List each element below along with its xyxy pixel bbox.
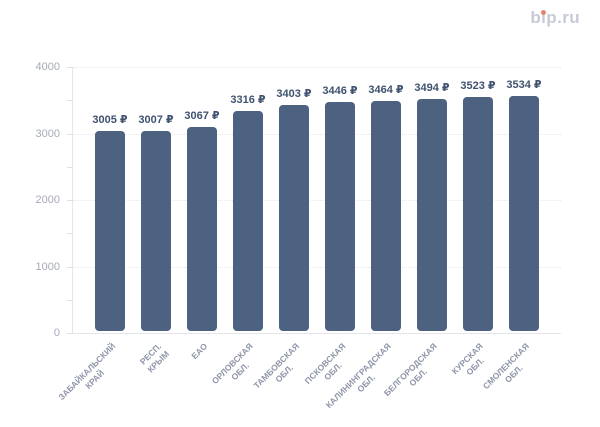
x-axis-label: РЕСП. КРЫМ xyxy=(137,341,171,375)
bar-value-label: 3316 ₽ xyxy=(230,93,266,106)
bar[interactable]: 3446 ₽ xyxy=(322,85,358,331)
y-minor-tick xyxy=(67,299,73,301)
bar-group[interactable]: 3523 ₽ КУРСКАЯ ОБЛ. xyxy=(450,67,501,378)
y-minor-tick xyxy=(67,100,73,102)
bar-group[interactable]: 3005 ₽ ЗАБАЙКАЛЬСКИЙ КРАЙ xyxy=(56,67,133,402)
x-axis-label: ТАМБОВСКАЯ ОБЛ. xyxy=(251,341,302,391)
gridline xyxy=(73,133,561,135)
bar-value-label: 3005 ₽ xyxy=(92,114,128,127)
bar[interactable]: 3316 ₽ xyxy=(230,94,266,331)
y-minor-tick xyxy=(67,166,73,168)
bar[interactable]: 3403 ₽ xyxy=(276,88,312,331)
y-tick xyxy=(67,266,73,268)
x-axis-label: ЕАО xyxy=(189,341,210,362)
bip-logo[interactable]: bip.ru xyxy=(530,8,580,28)
y-tick xyxy=(67,67,73,68)
bar-chart: 3005 ₽ ЗАБАЙКАЛЬСКИЙ КРАЙ 3007 ₽ РЕСП. К… xyxy=(56,67,561,410)
y-tick-label: 3000 xyxy=(35,127,60,140)
bar-value-label: 3403 ₽ xyxy=(276,87,312,100)
x-axis-label: СМОЛЕНСКАЯ ОБЛ. xyxy=(480,341,532,392)
bip-logo-text: bip.ru xyxy=(530,8,580,27)
bar[interactable]: 3067 ₽ xyxy=(184,110,220,331)
bar[interactable]: 3007 ₽ xyxy=(138,114,174,331)
bar[interactable]: 3534 ₽ xyxy=(506,79,542,331)
y-axis: 4000 3000 2000 1000 0 xyxy=(0,61,62,339)
bar-group[interactable]: 3007 ₽ РЕСП. КРЫМ xyxy=(133,67,179,374)
logo-i-dot-icon xyxy=(540,9,546,15)
bar-value-label: 3067 ₽ xyxy=(184,110,220,123)
bar-group[interactable]: 3316 ₽ ОРЛОВСКАЯ ОБЛ. xyxy=(210,67,271,387)
bar-value-label: 3464 ₽ xyxy=(368,83,404,96)
gridline xyxy=(73,266,561,268)
bar-group[interactable]: 3464 ₽ КАЛИНИНГРАДСКАЯ ОБЛ. xyxy=(324,67,409,410)
y-tick-label: 2000 xyxy=(35,194,60,206)
bar-group[interactable]: 3534 ₽ СМОЛЕНСКАЯ ОБЛ. xyxy=(481,67,547,391)
x-axis-label: ЗАБАЙКАЛЬСКИЙ КРАЙ xyxy=(56,341,118,403)
y-minor-tick xyxy=(67,233,73,235)
gridline xyxy=(73,67,561,68)
bar[interactable]: 3464 ₽ xyxy=(368,84,404,331)
bar-value-label: 3523 ₽ xyxy=(460,79,496,92)
y-tick xyxy=(67,333,73,334)
bar-value-label: 3494 ₽ xyxy=(414,81,450,94)
bar[interactable]: 3494 ₽ xyxy=(414,82,450,331)
bar[interactable]: 3005 ₽ xyxy=(92,114,128,331)
bar-value-label: 3446 ₽ xyxy=(322,84,358,97)
bar-group[interactable]: 3494 ₽ БЕЛГОРОДСКАЯ ОБЛ. xyxy=(382,67,455,398)
y-tick-label: 0 xyxy=(53,327,60,339)
bar-value-label: 3007 ₽ xyxy=(138,114,174,127)
bars-container: 3005 ₽ ЗАБАЙКАЛЬСКИЙ КРАЙ 3007 ₽ РЕСП. К… xyxy=(56,67,561,410)
gridline xyxy=(73,200,561,201)
y-tick xyxy=(67,200,73,201)
bar-group[interactable]: 3067 ₽ ЕАО xyxy=(179,67,225,361)
bar-group[interactable]: 3403 ₽ ТАМБОВСКАЯ ОБЛ. xyxy=(252,67,317,391)
y-tick-label: 4000 xyxy=(35,61,60,73)
y-tick-label: 1000 xyxy=(35,260,60,273)
bar-group[interactable]: 3446 ₽ ПСКОВСКАЯ ОБЛ. xyxy=(302,67,363,386)
bar-value-label: 3534 ₽ xyxy=(506,79,542,91)
bar[interactable]: 3523 ₽ xyxy=(460,80,496,331)
y-tick xyxy=(67,133,73,135)
